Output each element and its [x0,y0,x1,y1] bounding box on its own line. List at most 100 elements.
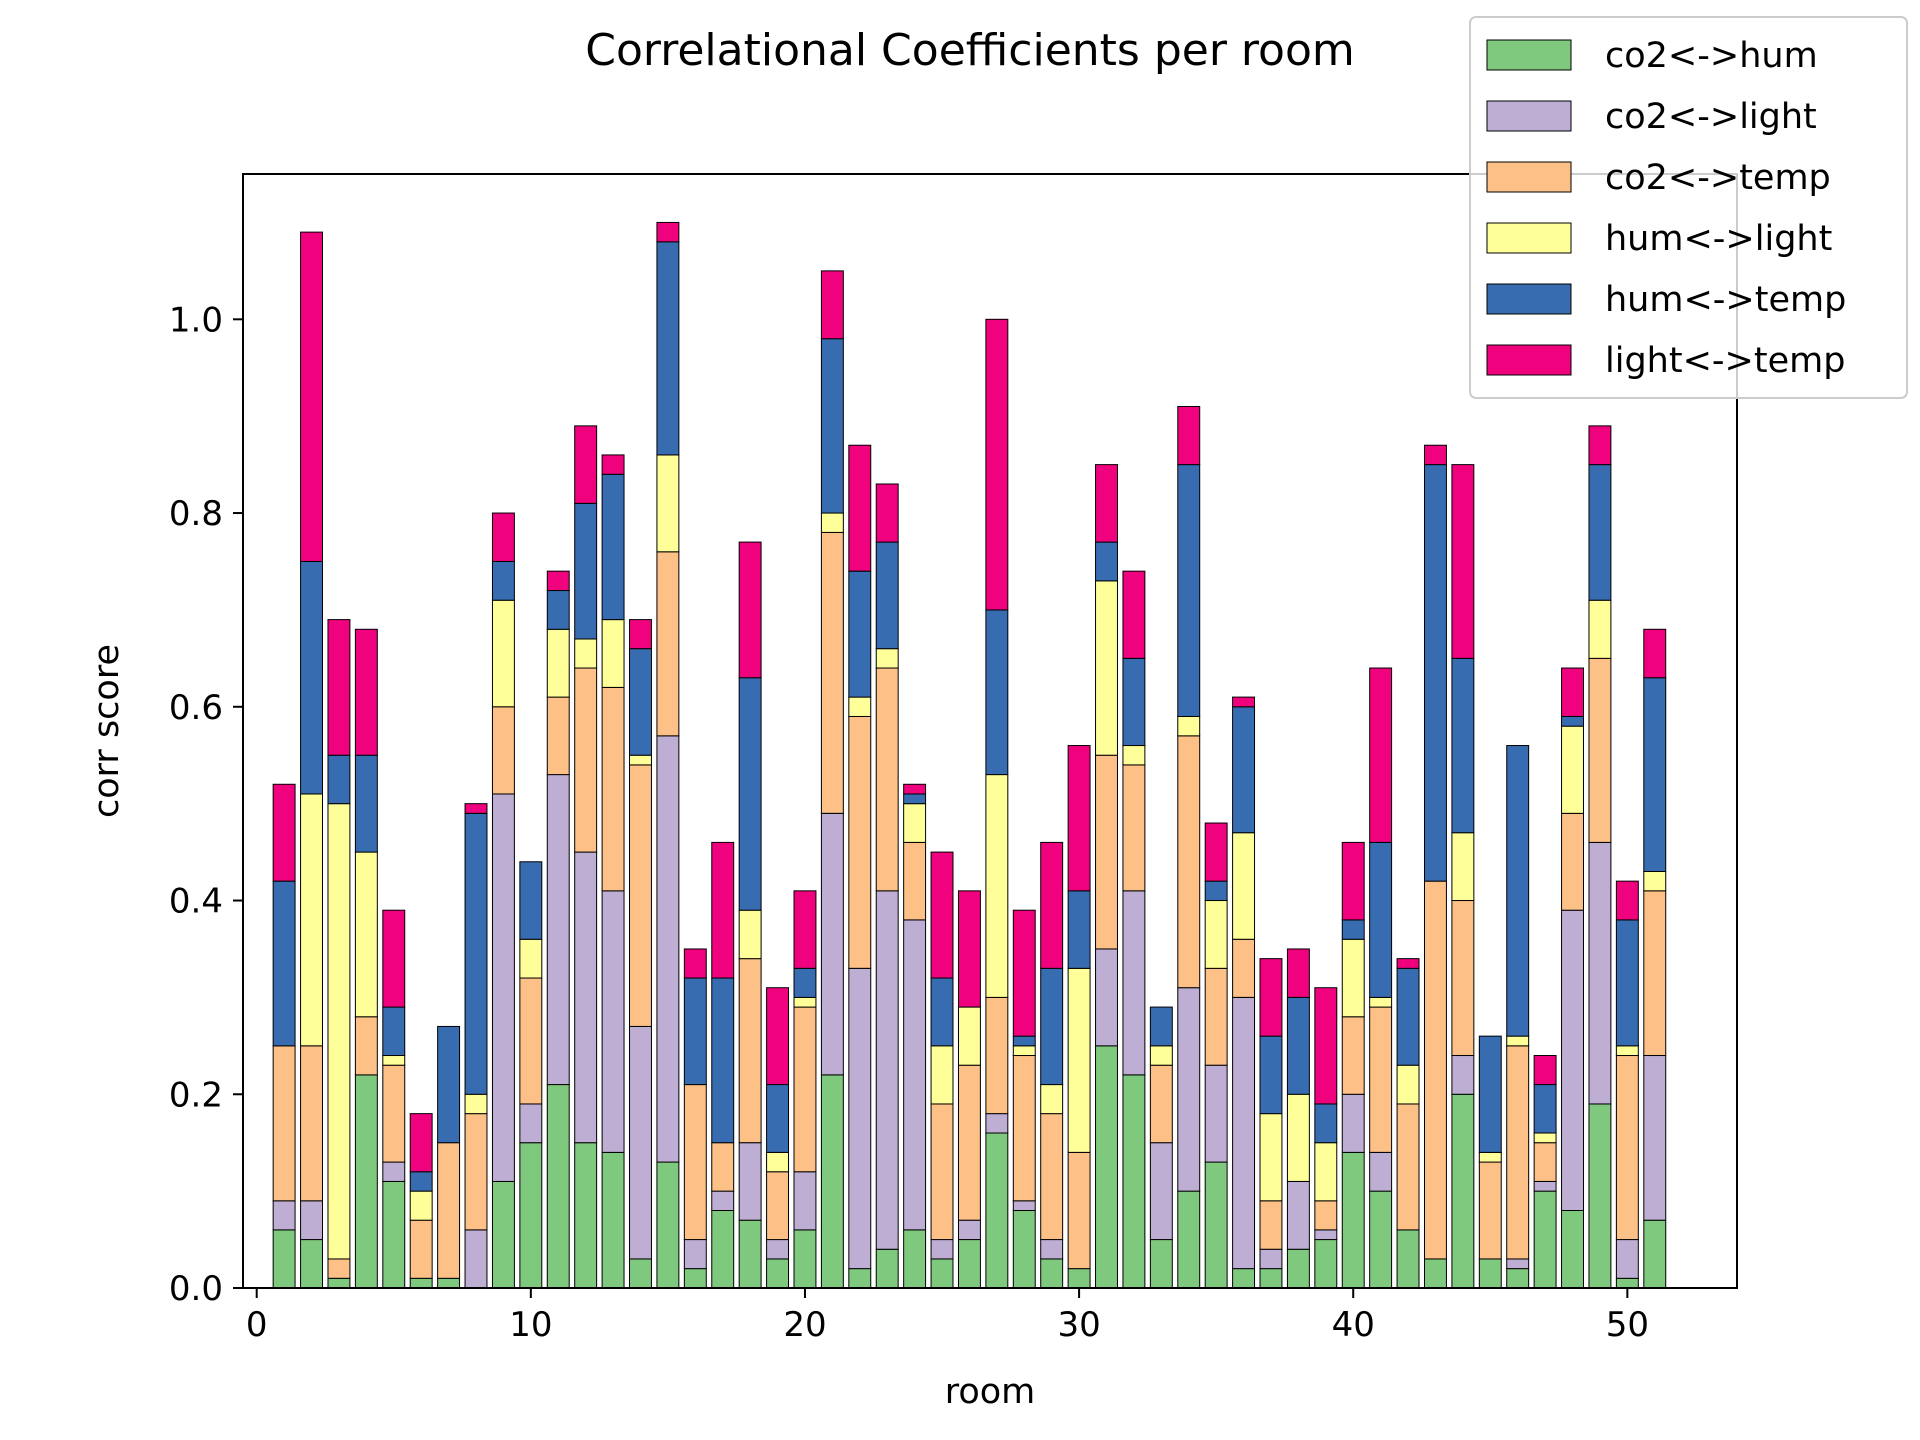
bar-segment-6-room-2 [300,231,324,562]
bar-segment-5-room-23 [875,541,899,650]
bar-segment-4-room-50 [1615,1045,1639,1057]
bar-segment-3-room-32 [1122,764,1146,892]
bar-segment-4-room-9 [491,599,515,708]
bar-segment-1-room-20 [793,1229,817,1289]
bar-segment-3-room-30 [1067,1151,1091,1270]
bar-segment-1-room-46 [1506,1268,1530,1289]
legend-swatch-6 [1486,344,1572,376]
bar-segment-2-room-47 [1533,1180,1557,1192]
bar-segment-5-room-49 [1588,464,1612,601]
bar-segment-6-room-50 [1615,880,1639,921]
bar-segment-2-room-36 [1232,996,1256,1270]
bar-segment-6-room-21 [820,270,844,340]
bar-segment-3-room-46 [1506,1045,1530,1260]
bar-segment-6-room-17 [711,841,735,979]
bar-segment-5-room-50 [1615,919,1639,1047]
bar-segment-3-room-36 [1232,938,1256,998]
bar-segment-3-room-3 [327,1258,351,1279]
bar-segment-5-room-31 [1095,541,1118,582]
bar-segment-3-room-24 [903,841,927,921]
bar-segment-3-room-25 [930,1103,954,1241]
bar-segment-5-room-34 [1177,464,1201,717]
bar-segment-2-room-22 [848,967,872,1270]
bar-segment-2-room-46 [1506,1258,1530,1270]
bar-segment-4-room-49 [1588,599,1612,659]
bar-segment-4-room-15 [656,454,680,553]
bar-segment-6-room-9 [491,512,515,562]
bar-segment-4-room-19 [766,1151,790,1173]
bar-segment-2-room-48 [1561,909,1584,1212]
bar-segment-5-room-24 [903,793,927,805]
bar-segment-5-room-22 [848,570,872,698]
bar-segment-6-room-44 [1451,464,1475,659]
bar-segment-1-room-19 [766,1258,790,1289]
bar-segment-2-room-23 [875,890,899,1250]
bar-segment-4-room-51 [1643,870,1667,892]
bar-segment-1-room-12 [574,1142,598,1289]
y-tick-label: 0.2 [169,1075,223,1115]
bar-segment-5-room-9 [491,560,515,601]
y-tick-label: 0.8 [169,494,223,534]
bar-segment-1-room-45 [1478,1258,1502,1289]
bar-segment-6-room-34 [1177,405,1201,466]
bar-segment-2-room-28 [1012,1200,1036,1212]
legend-frame [1469,16,1908,399]
bar-segment-6-room-6 [409,1113,433,1173]
legend-label-5: hum<->temp [1605,280,1846,320]
y-tick-label: 0.0 [169,1269,223,1309]
bar-segment-3-room-5 [382,1064,406,1163]
bar-segment-6-room-40 [1341,841,1365,921]
bar-segment-3-room-18 [738,958,762,1144]
bar-segment-4-room-40 [1341,938,1365,1018]
bar-segment-5-room-25 [930,977,954,1047]
bar-segment-2-room-35 [1204,1064,1228,1163]
bar-segment-5-room-38 [1286,996,1310,1095]
bar-segment-3-room-20 [793,1006,817,1173]
bar-segment-4-room-22 [848,696,872,717]
bar-segment-5-room-46 [1506,745,1530,1037]
bar-segment-2-room-18 [738,1142,762,1221]
bar-segment-6-room-24 [903,783,927,795]
x-tick-label: 50 [1606,1305,1649,1345]
bar-segment-3-room-9 [491,706,515,795]
bar-segment-1-room-32 [1122,1074,1146,1289]
bar-segment-2-room-51 [1643,1055,1667,1221]
bar-segment-1-room-22 [848,1268,872,1289]
bar-segment-1-room-31 [1095,1045,1118,1289]
bar-segment-6-room-47 [1533,1055,1557,1086]
bar-segment-5-room-48 [1561,715,1584,727]
bar-segment-5-room-36 [1232,706,1256,834]
bar-segment-3-room-28 [1012,1055,1036,1202]
legend-swatch-5 [1486,283,1572,315]
legend-label-4: hum<->light [1605,219,1832,259]
bar-segment-4-room-14 [629,754,652,766]
bar-segment-4-room-41 [1369,996,1393,1008]
bar-segment-5-room-6 [409,1171,433,1192]
bar-segment-6-room-42 [1396,958,1420,969]
x-axis-ticks: 0 10 20 30 40 50 [246,1288,1649,1345]
bar-segment-5-room-10 [519,861,543,940]
bar-segment-6-room-27 [985,318,1009,611]
x-tick-label: 0 [246,1305,268,1345]
bar-segment-4-room-35 [1204,900,1228,969]
bar-segment-1-room-16 [683,1268,707,1289]
bar-segment-1-room-13 [601,1151,625,1289]
bar-segment-5-room-21 [820,338,844,514]
bar-segment-4-room-5 [382,1055,406,1066]
bar-segment-6-room-16 [683,948,707,979]
bar-segment-5-room-18 [738,677,762,911]
bar-segment-6-room-14 [629,619,652,650]
bar-segment-4-room-10 [519,938,543,979]
bar-segment-4-room-13 [601,619,625,688]
bar-segment-6-room-8 [464,803,488,814]
bar-segment-1-room-10 [519,1142,543,1289]
bar-segment-2-room-24 [903,919,927,1231]
bar-segment-4-room-2 [300,793,324,1047]
bar-segment-1-room-18 [738,1219,762,1289]
bar-segment-6-room-19 [766,987,790,1086]
bar-segment-6-room-43 [1423,444,1447,466]
bar-segment-5-room-4 [354,754,378,853]
bar-segment-3-room-17 [711,1142,735,1192]
bar-segment-2-room-20 [793,1171,817,1231]
y-tick-label: 1.0 [169,300,223,340]
